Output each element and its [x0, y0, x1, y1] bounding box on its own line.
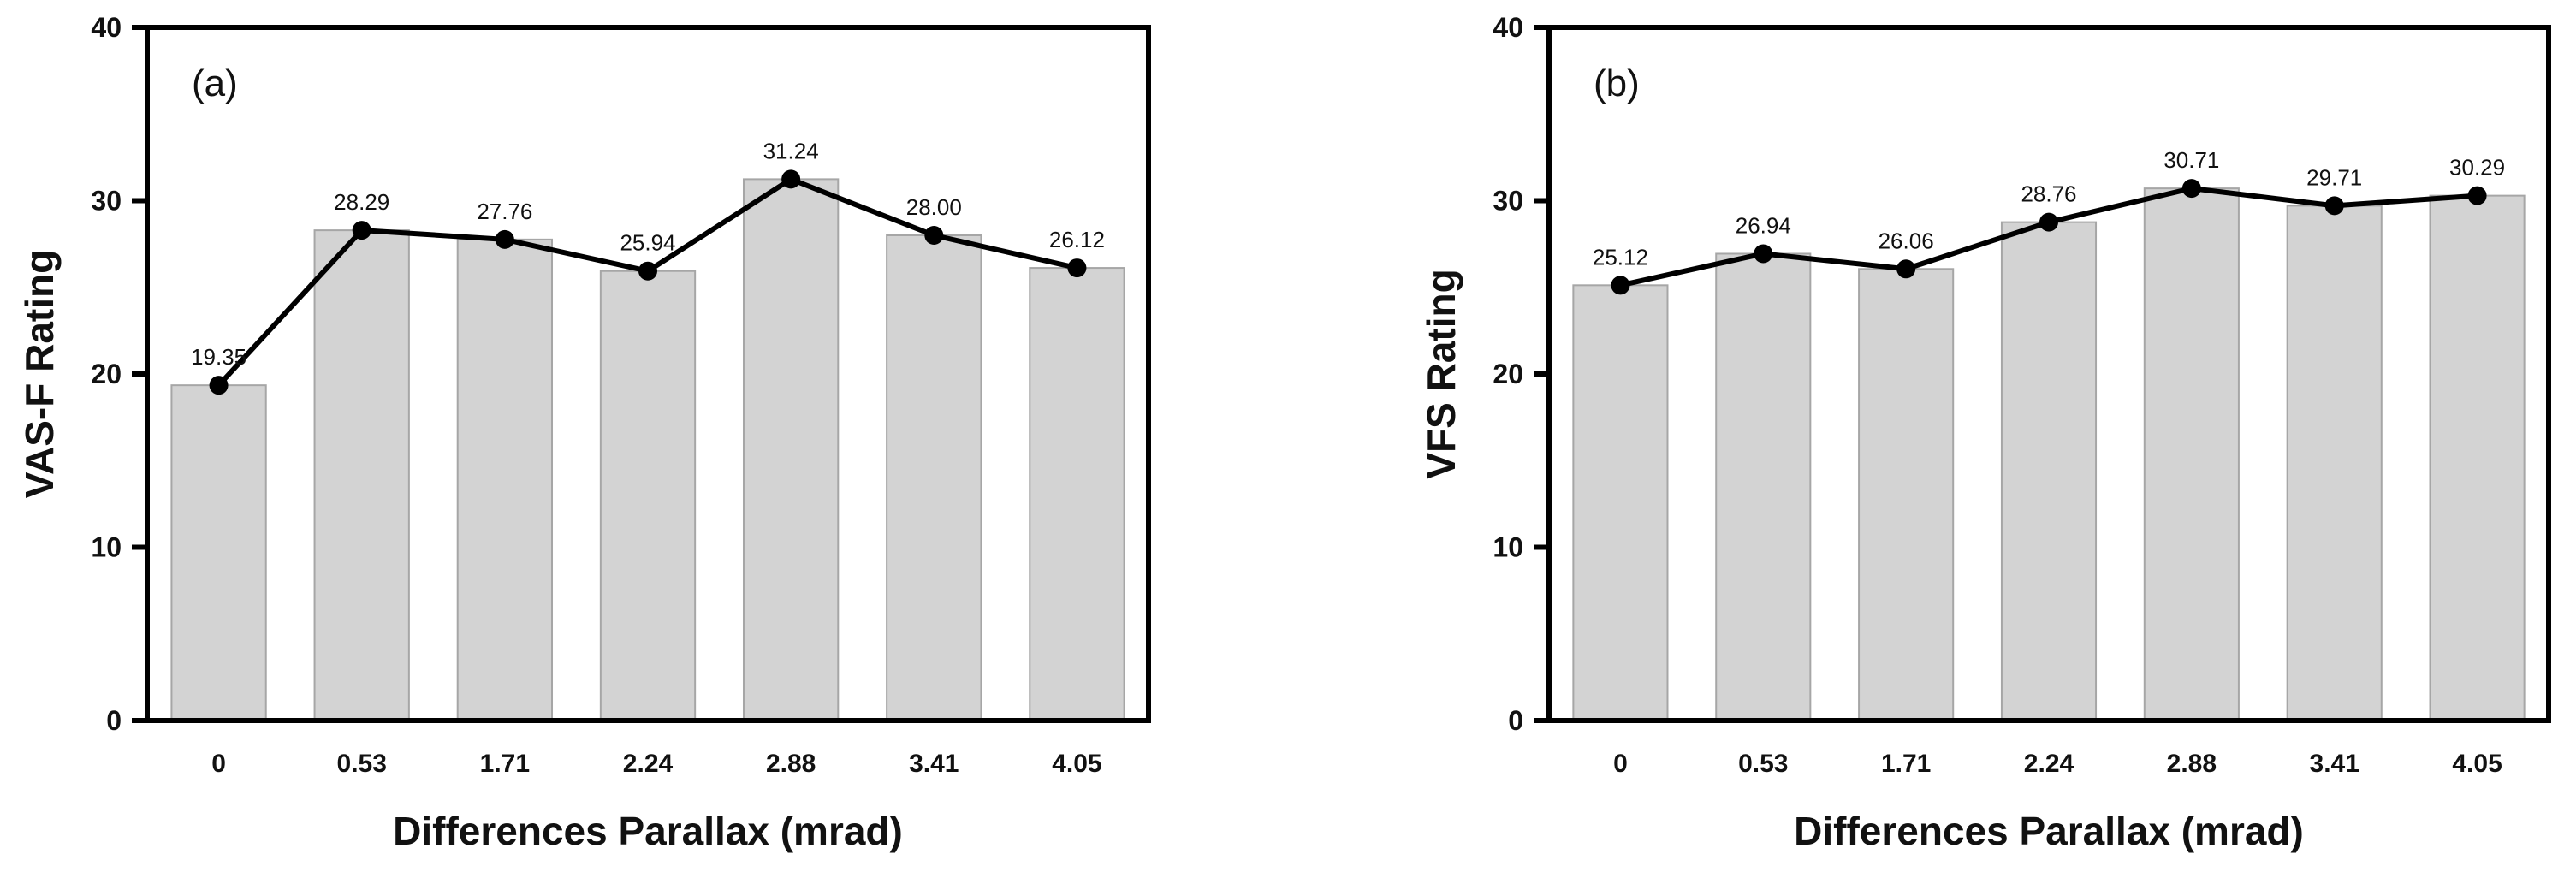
- data-point-b-6: [2467, 186, 2487, 205]
- y-tick-label-a-40: 40: [91, 12, 122, 43]
- x-tick-label-a-4: 2.88: [766, 750, 816, 778]
- bar-a-5: [886, 234, 982, 721]
- y-tick-label-b-20: 20: [1493, 359, 1523, 389]
- data-label-b-0: 25.12: [1593, 244, 1648, 270]
- data-label-a-3: 25.94: [620, 230, 675, 256]
- data-point-b-3: [2039, 212, 2058, 232]
- y-tick-label-b-30: 30: [1493, 186, 1523, 217]
- data-label-b-5: 29.71: [2306, 164, 2362, 190]
- x-tick-label-a-6: 4.05: [1052, 750, 1101, 778]
- bar-b-6: [2429, 194, 2526, 721]
- bar-a-1: [313, 229, 410, 721]
- y-tick-label-b-10: 10: [1493, 532, 1523, 563]
- data-label-a-1: 28.29: [334, 189, 389, 215]
- x-tick-label-b-6: 4.05: [2452, 750, 2502, 778]
- y-axis-title-b: VFS Rating: [1419, 269, 1463, 478]
- data-label-b-1: 26.94: [1736, 212, 1791, 238]
- data-label-b-3: 28.76: [2021, 181, 2076, 207]
- x-tick-label-b-0: 0: [1613, 750, 1628, 778]
- x-axis-title-a: Differences Parallax (mrad): [393, 809, 903, 853]
- bar-b-4: [2143, 187, 2240, 721]
- bar-b-5: [2286, 205, 2383, 721]
- data-point-a-3: [638, 261, 657, 281]
- data-label-a-5: 28.00: [906, 194, 962, 220]
- y-tick-label-a-0: 0: [106, 705, 122, 736]
- data-point-b-1: [1754, 244, 1773, 264]
- data-label-a-2: 27.76: [477, 199, 532, 224]
- bar-a-3: [599, 270, 697, 721]
- x-tick-label-b-5: 3.41: [2310, 750, 2359, 778]
- x-tick-label-a-3: 2.24: [623, 750, 674, 778]
- data-point-a-0: [209, 376, 229, 395]
- data-label-b-2: 26.06: [1879, 228, 1934, 253]
- x-tick-label-b-1: 0.53: [1738, 750, 1788, 778]
- data-point-a-4: [781, 169, 801, 189]
- x-tick-label-a-1: 0.53: [337, 750, 387, 778]
- y-tick-label-a-30: 30: [91, 186, 122, 217]
- data-label-b-4: 30.71: [2163, 147, 2219, 173]
- x-tick-label-a-5: 3.41: [909, 750, 959, 778]
- bar-b-3: [2000, 221, 2098, 721]
- y-tick-label-a-20: 20: [91, 359, 122, 389]
- data-point-b-2: [1896, 259, 1916, 279]
- data-point-b-5: [2324, 196, 2344, 216]
- y-tick-label-b-40: 40: [1493, 12, 1523, 43]
- y-axis-title-a: VAS-F Rating: [17, 250, 62, 498]
- chart-panel-b: 25.12 26.94 26.06 28.76 30.71 29.71 30.29 0 10 20…: [1419, 12, 2551, 853]
- x-axis-title-b: Differences Parallax (mrad): [1794, 809, 2304, 853]
- y-tick-label-a-10: 10: [91, 532, 122, 563]
- data-point-b-0: [1611, 276, 1630, 295]
- data-point-a-2: [495, 229, 514, 249]
- data-label-a-4: 31.24: [763, 138, 819, 163]
- data-point-a-5: [924, 226, 944, 245]
- data-label-a-6: 26.12: [1049, 227, 1105, 252]
- chart-panel-a: 19.35 28.29 27.76 25.94 31.24 28.00 26.12 0 10 20…: [17, 12, 1151, 853]
- bar-a-0: [170, 384, 267, 721]
- bar-a-4: [742, 178, 840, 721]
- x-tick-label-b-3: 2.24: [2024, 750, 2074, 778]
- x-tick-label-b-4: 2.88: [2167, 750, 2217, 778]
- data-point-a-6: [1067, 258, 1087, 278]
- bar-b-1: [1715, 252, 1812, 721]
- bar-a-2: [456, 238, 554, 721]
- y-tick-label-b-0: 0: [1508, 705, 1523, 736]
- x-tick-label-a-2: 1.71: [480, 750, 530, 778]
- bar-a-6: [1029, 267, 1125, 721]
- bar-b-2: [1858, 268, 1955, 722]
- panel-label-b: (b): [1594, 62, 1640, 104]
- x-tick-label-a-0: 0: [211, 750, 226, 778]
- panel-label-a: (a): [192, 62, 238, 104]
- x-tick-label-b-2: 1.71: [1881, 750, 1931, 778]
- data-point-b-4: [2181, 179, 2201, 199]
- data-label-b-6: 30.29: [2449, 155, 2505, 181]
- bar-b-0: [1572, 284, 1669, 721]
- data-label-a-0: 19.35: [191, 344, 246, 370]
- data-point-a-1: [352, 221, 371, 240]
